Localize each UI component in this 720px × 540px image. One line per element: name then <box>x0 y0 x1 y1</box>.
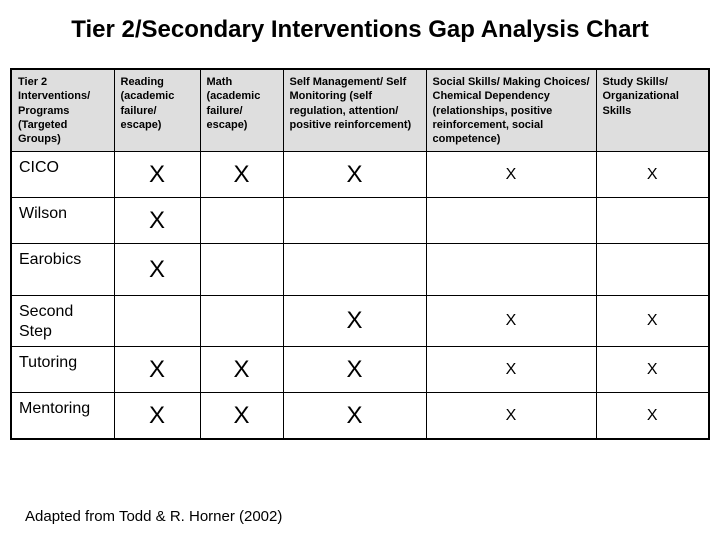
column-header: Math (academic failure/ escape) <box>199 68 284 153</box>
mark-x: X <box>113 197 201 245</box>
mark-x: X <box>282 392 427 440</box>
table-header-row: Tier 2 Interventions/ Programs (Targeted… <box>10 68 710 153</box>
row-label: Earobics <box>10 243 115 297</box>
mark-empty <box>425 243 597 297</box>
attribution-text: Adapted from Todd & R. Horner (2002) <box>25 508 283 525</box>
mark-empty <box>199 295 284 348</box>
mark-empty <box>595 197 710 245</box>
column-header: Self Management/ Self Monitoring (self r… <box>282 68 427 153</box>
mark-x: X <box>113 243 201 297</box>
mark-x: X <box>282 346 427 394</box>
column-header: Tier 2 Interventions/ Programs (Targeted… <box>10 68 115 153</box>
mark-x: X <box>113 346 201 394</box>
row-label: Mentoring <box>10 392 115 440</box>
mark-empty <box>199 243 284 297</box>
row-label: CICO <box>10 151 115 199</box>
mark-empty <box>595 243 710 297</box>
table-row: Second Step X X X <box>10 295 710 348</box>
mark-empty <box>199 197 284 245</box>
mark-x: X <box>282 295 427 348</box>
table-row: Mentoring X X X X X <box>10 392 710 440</box>
mark-empty <box>282 197 427 245</box>
mark-empty <box>425 197 597 245</box>
column-header: Study Skills/ Organizational Skills <box>595 68 710 153</box>
mark-x: X <box>282 151 427 199</box>
row-label: Wilson <box>10 197 115 245</box>
mark-empty <box>113 295 201 348</box>
table-row: Earobics X <box>10 243 710 297</box>
mark-x: X <box>595 346 710 394</box>
mark-x: X <box>113 392 201 440</box>
mark-x: X <box>199 346 284 394</box>
row-label: Tutoring <box>10 346 115 394</box>
mark-x: X <box>425 346 597 394</box>
mark-x: X <box>595 392 710 440</box>
mark-empty <box>282 243 427 297</box>
column-header: Social Skills/ Making Choices/ Chemical … <box>425 68 597 153</box>
table-row: CICO X X X X X <box>10 151 710 199</box>
mark-x: X <box>595 295 710 348</box>
mark-x: X <box>595 151 710 199</box>
mark-x: X <box>425 392 597 440</box>
table-row: Wilson X <box>10 197 710 245</box>
page-title: Tier 2/Secondary Interventions Gap Analy… <box>71 16 649 43</box>
column-header: Reading (academic failure/ escape) <box>113 68 201 153</box>
row-label: Second Step <box>10 295 115 348</box>
mark-x: X <box>113 151 201 199</box>
mark-x: X <box>199 151 284 199</box>
mark-x: X <box>425 151 597 199</box>
mark-x: X <box>425 295 597 348</box>
table-row: Tutoring X X X X X <box>10 346 710 394</box>
gap-analysis-table: Tier 2 Interventions/ Programs (Targeted… <box>10 68 710 440</box>
mark-x: X <box>199 392 284 440</box>
